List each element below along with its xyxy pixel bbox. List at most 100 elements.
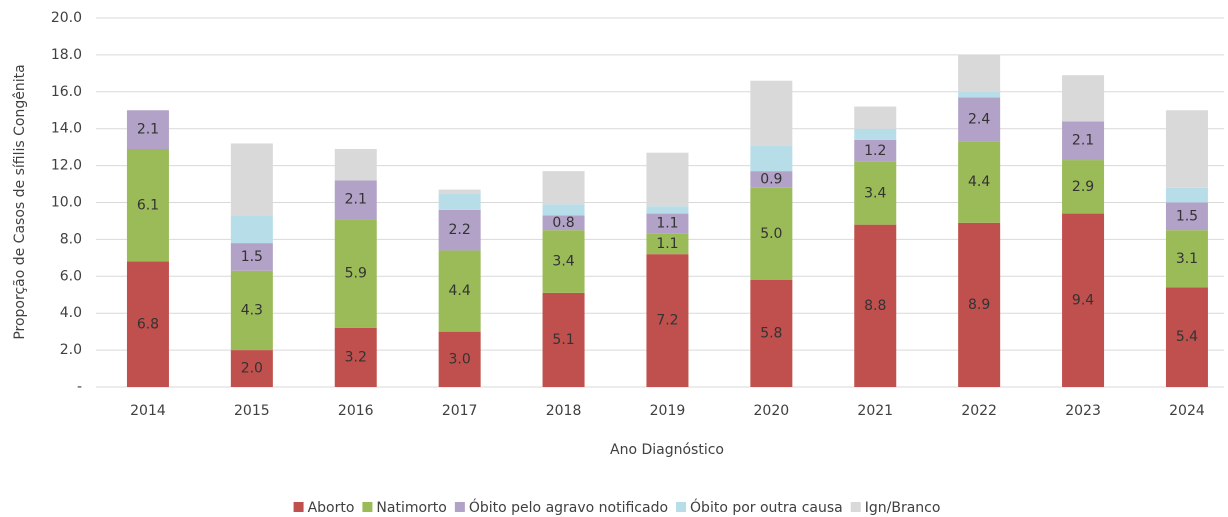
bar-segment: [1165, 110, 1208, 188]
bar-segment: [542, 292, 585, 387]
legend-swatch: [454, 502, 465, 512]
bar-segment: [854, 139, 897, 162]
data-label: 8.9: [968, 297, 990, 313]
bar-segment: [854, 106, 897, 129]
bar-segment: [126, 110, 169, 149]
legend-swatch: [362, 502, 373, 512]
bar-segment: [438, 331, 481, 387]
data-label: 2.1: [137, 122, 159, 138]
bar-segment: [230, 350, 273, 387]
bar-segment: [750, 187, 793, 280]
bar-segment: [230, 215, 273, 244]
bar-segment: [750, 80, 793, 146]
legend-label: Óbito pelo agravo notificado: [469, 498, 668, 516]
legend-label: Óbito por outra causa: [690, 498, 843, 516]
x-tick-label: 2015: [234, 403, 270, 419]
bar-segment: [958, 141, 1001, 223]
bar-segment: [438, 250, 481, 332]
data-label: 5.9: [345, 266, 367, 282]
y-tick-label: 20.0: [51, 10, 82, 26]
legend-swatch: [293, 502, 304, 512]
bar-segment: [1165, 187, 1208, 203]
y-tick-label: 14.0: [51, 121, 82, 137]
bar-segment: [542, 204, 585, 216]
data-label: 5.4: [1176, 329, 1198, 345]
bar-segment: [958, 222, 1001, 387]
data-label: 2.0: [241, 361, 263, 377]
data-label: 6.1: [137, 197, 159, 213]
data-label: 7.2: [656, 313, 678, 329]
bar-segment: [750, 279, 793, 387]
data-label: 2.4: [968, 111, 990, 127]
bar-segment: [750, 145, 793, 172]
x-tick-label: 2014: [130, 403, 166, 419]
y-tick-label: -: [77, 379, 82, 395]
data-label: 4.3: [241, 302, 263, 318]
bar-segment: [334, 219, 377, 328]
bar-segment: [646, 254, 689, 387]
data-label: 1.2: [864, 143, 886, 159]
bar-segment: [646, 206, 689, 214]
legend-swatch: [850, 502, 861, 512]
y-tick-label: 18.0: [51, 47, 82, 63]
bar-segment: [958, 54, 1001, 92]
bar-segment: [1062, 121, 1105, 161]
data-label: 1.1: [656, 216, 678, 232]
data-label: 3.4: [552, 254, 574, 270]
bar-segment: [230, 243, 273, 271]
x-axis-title: Ano Diagnóstico: [610, 442, 724, 458]
y-tick-label: 12.0: [51, 158, 82, 174]
y-tick-label: 6.0: [60, 268, 82, 284]
bar-segment: [438, 193, 481, 210]
legend-label: Natimorto: [376, 500, 446, 516]
y-tick-label: 8.0: [60, 231, 82, 247]
bar-segment: [646, 213, 689, 234]
data-label: 8.8: [864, 298, 886, 314]
data-label: 3.0: [449, 351, 471, 367]
bar-segment: [438, 189, 481, 194]
bar-segment: [646, 233, 689, 255]
x-tick-label: 2018: [546, 403, 582, 419]
bar-segment: [854, 224, 897, 387]
y-tick-label: 4.0: [60, 305, 82, 321]
legend-label: Ign/Branco: [865, 500, 941, 516]
data-label: 2.9: [1072, 179, 1094, 195]
data-label: 5.8: [760, 325, 782, 341]
data-label: 4.4: [449, 283, 471, 299]
x-tick-label: 2023: [1065, 403, 1101, 419]
data-label: 4.4: [968, 174, 990, 190]
data-label: 5.1: [552, 332, 574, 348]
data-label: 0.9: [760, 171, 782, 187]
data-label: 1.5: [1176, 208, 1198, 224]
data-label: 1.5: [241, 249, 263, 265]
x-tick-label: 2016: [338, 403, 374, 419]
bar-segment: [1165, 287, 1208, 387]
data-label: 3.1: [1176, 251, 1198, 267]
data-label: 2.2: [449, 222, 471, 238]
data-label: 9.4: [1072, 292, 1094, 308]
y-tick-label: 2.0: [60, 342, 82, 358]
bar-segment: [1062, 160, 1105, 214]
bar-segment: [230, 143, 273, 216]
y-tick-label: 10.0: [51, 195, 82, 211]
x-tick-label: 2024: [1169, 403, 1205, 419]
legend-label: Aborto: [308, 500, 355, 516]
bar-segment: [334, 148, 377, 181]
bar-segment: [542, 171, 585, 205]
y-axis-title: Proporção de Casos de sífilis Congênita: [12, 64, 28, 339]
bar-segment: [750, 171, 793, 188]
bar-segment: [334, 180, 377, 220]
bar-segment: [1165, 230, 1208, 288]
bar-segment: [126, 148, 169, 262]
bar-segment: [230, 270, 273, 351]
bar-segment: [126, 261, 169, 387]
data-label: 3.2: [345, 349, 367, 365]
bar-segment: [542, 215, 585, 231]
bar-segment: [646, 152, 689, 207]
data-label: 2.1: [1072, 133, 1094, 149]
data-label: 3.4: [864, 185, 886, 201]
x-tick-label: 2019: [650, 403, 686, 419]
bar-segment: [1062, 75, 1105, 122]
bar-segment: [334, 327, 377, 387]
